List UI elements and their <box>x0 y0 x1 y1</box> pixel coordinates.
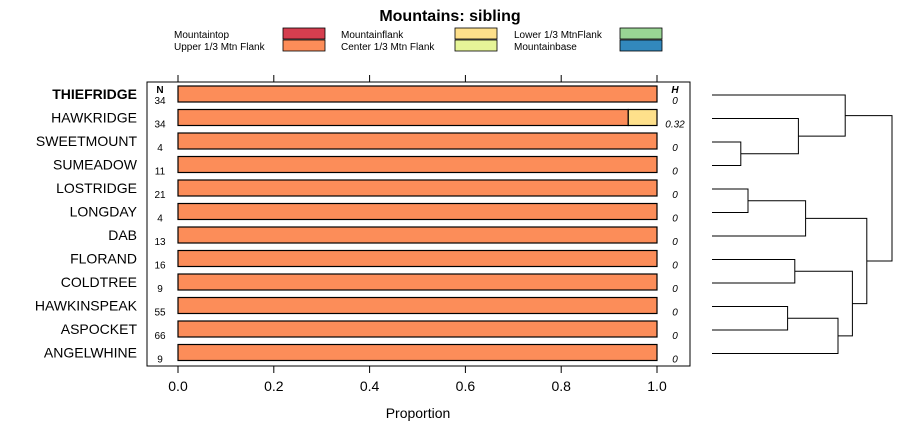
legend-label-mountaintop: Mountaintop <box>174 30 229 41</box>
n-value-longday: 4 <box>157 214 163 225</box>
legend-swatch-mountaintop <box>282 27 326 40</box>
n-value-coldtree: 9 <box>157 284 163 295</box>
row-label-dab: DAB <box>108 227 137 243</box>
h-value-hawkridge: 0.32 <box>665 120 685 131</box>
bar-hawkridge-mountainflank <box>627 108 658 127</box>
dendrogram <box>712 94 893 354</box>
h-value-sweetmount: 0 <box>672 143 678 154</box>
n-value-lostridge: 21 <box>154 190 166 201</box>
x-tick-label-5: 1.0 <box>647 378 667 394</box>
row-label-sweetmount: SWEETMOUNT <box>36 133 138 149</box>
dendrogram-branch-0 <box>712 141 742 166</box>
bar-sumeadow-upper-1-3-mtn-flank <box>177 155 658 174</box>
legend-swatch-upper-1-3-mtn-flank <box>282 39 326 52</box>
row-label-hawkinspeak: HAWKINSPEAK <box>35 298 138 314</box>
h-value-florand: 0 <box>672 261 678 272</box>
x-tick-label-1: 0.2 <box>264 378 284 394</box>
legend-label-mountainbase: Mountainbase <box>514 42 577 53</box>
dendrogram-branch-3 <box>712 259 796 284</box>
bar-aspocket-upper-1-3-mtn-flank <box>177 320 658 338</box>
row-label-angelwhine: ANGELWHINE <box>44 345 137 361</box>
h-value-hawkinspeak: 0 <box>672 308 678 319</box>
h-value-sumeadow: 0 <box>672 167 678 178</box>
dendrogram-branch-9 <box>805 217 868 305</box>
bar-hawkinspeak-upper-1-3-mtn-flank <box>177 296 658 315</box>
bar-rows: THIEFRIDGE 34 0 HAWKRIDGE 34 0.32 SWEETMOUNT 4 0… <box>35 85 685 366</box>
n-value-dab: 13 <box>154 237 166 248</box>
bar-lostridge-upper-1-3-mtn-flank <box>177 179 658 197</box>
h-header: H <box>671 85 679 96</box>
dendrogram-branch-2 <box>712 306 789 331</box>
bar-angelwhine-upper-1-3-mtn-flank <box>177 343 658 362</box>
x-tick-label-0: 0.0 <box>168 378 188 394</box>
h-value-thiefridge: 0 <box>672 96 678 107</box>
bar-thiefridge-upper-1-3-mtn-flank <box>177 85 658 103</box>
row-label-longday: LONGDAY <box>70 204 138 220</box>
bar-coldtree-upper-1-3-mtn-flank <box>177 273 658 291</box>
row-label-lostridge: LOSTRIDGE <box>56 180 137 196</box>
dendrogram-branch-4 <box>712 118 799 155</box>
legend-swatch-mountainbase <box>619 39 663 52</box>
n-header: N <box>156 85 163 96</box>
bar-dab-upper-1-3-mtn-flank <box>177 226 658 244</box>
n-value-sweetmount: 4 <box>157 143 163 154</box>
n-value-thiefridge: 34 <box>154 96 166 107</box>
dendrogram-branch-10 <box>845 115 893 262</box>
dendrogram-branch-6 <box>712 317 839 354</box>
row-label-sumeadow: SUMEADOW <box>53 157 138 173</box>
dendrogram-branch-7 <box>712 94 846 137</box>
row-label-florand: FLORAND <box>70 251 137 267</box>
legend-swatch-mountainflank <box>454 27 498 40</box>
row-label-coldtree: COLDTREE <box>61 274 137 290</box>
bar-hawkridge-upper-1-3-mtn-flank <box>177 108 629 127</box>
legend-label-upper-1-3-mtn-flank: Upper 1/3 Mtn Flank <box>174 42 266 53</box>
dendrogram-branch-1 <box>712 188 749 213</box>
legend-swatch-center-1-3-mtn-flank <box>454 39 498 52</box>
h-value-longday: 0 <box>672 214 678 225</box>
legend-swatch-lower-1-3-mtnflank <box>619 27 663 40</box>
n-value-hawkridge: 34 <box>154 120 166 131</box>
n-value-aspocket: 66 <box>154 331 166 342</box>
h-value-coldtree: 0 <box>672 284 678 295</box>
bar-sweetmount-upper-1-3-mtn-flank <box>177 132 658 150</box>
n-value-hawkinspeak: 55 <box>154 308 166 319</box>
h-value-aspocket: 0 <box>672 331 678 342</box>
legend-label-center-1-3-mtn-flank: Center 1/3 Mtn Flank <box>341 42 435 53</box>
legend-label-mountainflank: Mountainflank <box>341 30 404 41</box>
chart-title: Mountains: sibling <box>379 8 520 25</box>
row-label-thiefridge: THIEFRIDGE <box>52 86 137 102</box>
bar-longday-upper-1-3-mtn-flank <box>177 202 658 221</box>
x-axis-title: Proportion <box>386 405 451 421</box>
h-value-angelwhine: 0 <box>672 355 678 366</box>
dendrogram-branch-5 <box>712 200 807 237</box>
dendrogram-branch-8 <box>794 270 853 337</box>
row-label-hawkridge: HAWKRIDGE <box>51 110 137 126</box>
plot-frame <box>146 81 691 367</box>
row-label-aspocket: ASPOCKET <box>61 321 138 337</box>
n-value-sumeadow: 11 <box>155 167 166 178</box>
legend-label-lower-1-3-mtnflank: Lower 1/3 MtnFlank <box>514 30 603 41</box>
n-value-florand: 16 <box>154 261 166 272</box>
x-tick-label-3: 0.6 <box>456 378 476 394</box>
x-tick-label-2: 0.4 <box>360 378 380 394</box>
n-value-angelwhine: 9 <box>157 355 163 366</box>
x-axis: 0.0 0.2 0.4 0.6 0.8 1.0 <box>168 75 667 394</box>
x-tick-label-4: 0.8 <box>551 378 571 394</box>
h-value-lostridge: 0 <box>672 190 678 201</box>
h-value-dab: 0 <box>672 237 678 248</box>
bar-florand-upper-1-3-mtn-flank <box>177 249 658 268</box>
